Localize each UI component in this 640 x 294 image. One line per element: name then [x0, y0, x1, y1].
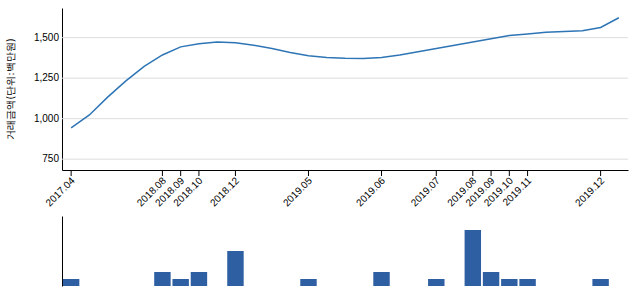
tick-mark — [436, 170, 437, 176]
grid-line — [62, 159, 628, 160]
x-axis-line — [63, 170, 629, 171]
tick-mark — [600, 170, 601, 176]
x-tick-label: 2018.12 — [208, 175, 242, 209]
tick-mark — [180, 170, 181, 176]
grid-line — [62, 78, 628, 79]
tick-mark — [235, 170, 236, 176]
x-tick: 2019.05 — [281, 170, 315, 208]
x-tick-label: 2019.06 — [354, 175, 388, 209]
bar — [373, 272, 389, 286]
x-tick: 2017.04 — [43, 170, 77, 208]
y-axis-title: 거래금액(단위:백만원) — [5, 38, 16, 139]
x-tick: 2018.10 — [171, 170, 205, 208]
tick-mark — [198, 170, 199, 176]
y-tick: 1,000 — [34, 113, 628, 124]
tick-mark — [71, 170, 72, 176]
y-axis — [62, 217, 63, 287]
tick-mark — [472, 170, 473, 176]
y-tick-label: 1,000 — [34, 113, 59, 124]
bar — [191, 272, 207, 286]
tick-mark — [491, 170, 492, 176]
bar-chart — [63, 217, 609, 287]
chart-svg: 750 1,000 1,250 1,500 2017.042018.082018.092… — [0, 0, 640, 294]
tick-mark — [527, 170, 528, 176]
bar — [465, 230, 481, 286]
y-tick-label: 1,250 — [34, 72, 59, 83]
y-tick-label: 1,500 — [34, 32, 59, 43]
x-tick-label: 2019.07 — [409, 175, 443, 209]
x-tick: 2019.06 — [354, 170, 388, 208]
tick-mark — [381, 170, 382, 176]
bar — [592, 279, 608, 286]
x-tick-label: 2019.11 — [500, 175, 533, 208]
y-axis-line — [62, 217, 63, 287]
y-axis-line — [62, 9, 63, 171]
grid-line — [62, 37, 628, 38]
bar — [227, 251, 243, 286]
bar — [154, 272, 170, 286]
bar — [428, 279, 444, 286]
y-tick-label: 750 — [42, 153, 59, 164]
x-tick: 2018.12 — [208, 170, 242, 208]
bar — [483, 272, 499, 286]
bar — [519, 279, 535, 286]
x-tick: 2019.11 — [500, 170, 533, 208]
bar — [63, 279, 79, 286]
x-tick-label: 2017.04 — [43, 175, 77, 209]
grid-line — [62, 118, 628, 119]
y-axis: 750 1,000 1,250 1,500 — [34, 9, 628, 171]
plot-area — [71, 18, 619, 128]
x-tick: 2019.07 — [409, 170, 443, 208]
x-tick-label: 2019.05 — [281, 175, 315, 209]
plot-area — [63, 230, 609, 286]
data-line — [71, 18, 619, 128]
tick-mark — [509, 170, 510, 176]
bar — [172, 279, 188, 286]
line-chart: 750 1,000 1,250 1,500 2017.042018.082018.092… — [34, 9, 629, 209]
y-tick: 750 — [42, 153, 628, 164]
x-tick-label: 2018.10 — [171, 175, 205, 209]
tick-mark — [162, 170, 163, 176]
x-axis: 2017.042018.082018.092018.102018.122019.… — [43, 170, 628, 208]
y-tick: 1,250 — [34, 72, 628, 83]
bar — [501, 279, 517, 286]
x-tick: 2019.12 — [573, 170, 607, 208]
bar — [300, 279, 316, 286]
tick-mark — [308, 170, 309, 176]
x-tick-label: 2019.12 — [573, 175, 607, 209]
